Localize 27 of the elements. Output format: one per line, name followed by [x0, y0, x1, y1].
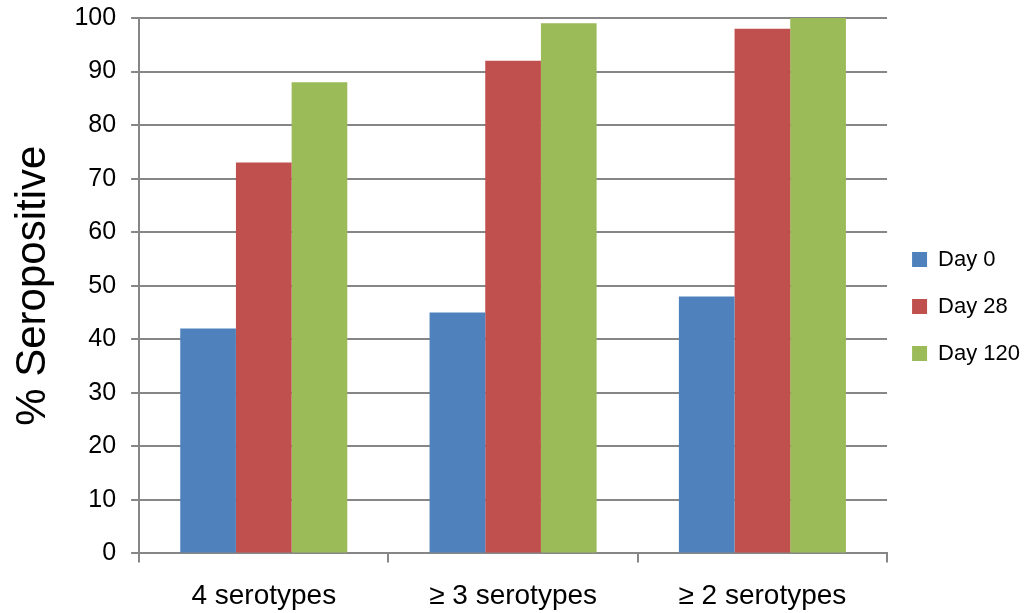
bar: [540, 23, 597, 553]
legend-label: Day 120: [938, 339, 1021, 365]
y-tick-label: 20: [88, 430, 117, 459]
y-tick-label: 50: [88, 269, 117, 298]
bar: [485, 60, 541, 553]
y-tick-label: 30: [88, 376, 117, 405]
legend-label: Day 0: [938, 245, 996, 271]
bar: [235, 162, 292, 553]
y-tick-label: 60: [88, 216, 117, 245]
bar: [790, 18, 846, 553]
x-tick-label: 4 serotypes: [191, 578, 337, 610]
y-tick-label: 90: [88, 55, 117, 84]
y-tick-label: 40: [88, 323, 117, 352]
bar: [734, 28, 791, 553]
y-tick-label: 10: [88, 483, 117, 512]
bar: [291, 82, 348, 553]
y-axis-title: % Seropositive: [6, 145, 54, 426]
bar: [429, 312, 486, 553]
x-tick-label: ≥ 3 serotypes: [429, 578, 598, 610]
y-tick-label: 80: [88, 108, 117, 137]
legend-label: Day 28: [938, 292, 1008, 318]
y-tick-label: 100: [74, 1, 117, 30]
y-tick-label: 70: [88, 162, 117, 191]
x-tick-label: ≥ 2 serotypes: [678, 578, 847, 610]
y-tick-label: 0: [102, 537, 117, 566]
bar: [678, 296, 735, 553]
bar: [180, 328, 236, 553]
